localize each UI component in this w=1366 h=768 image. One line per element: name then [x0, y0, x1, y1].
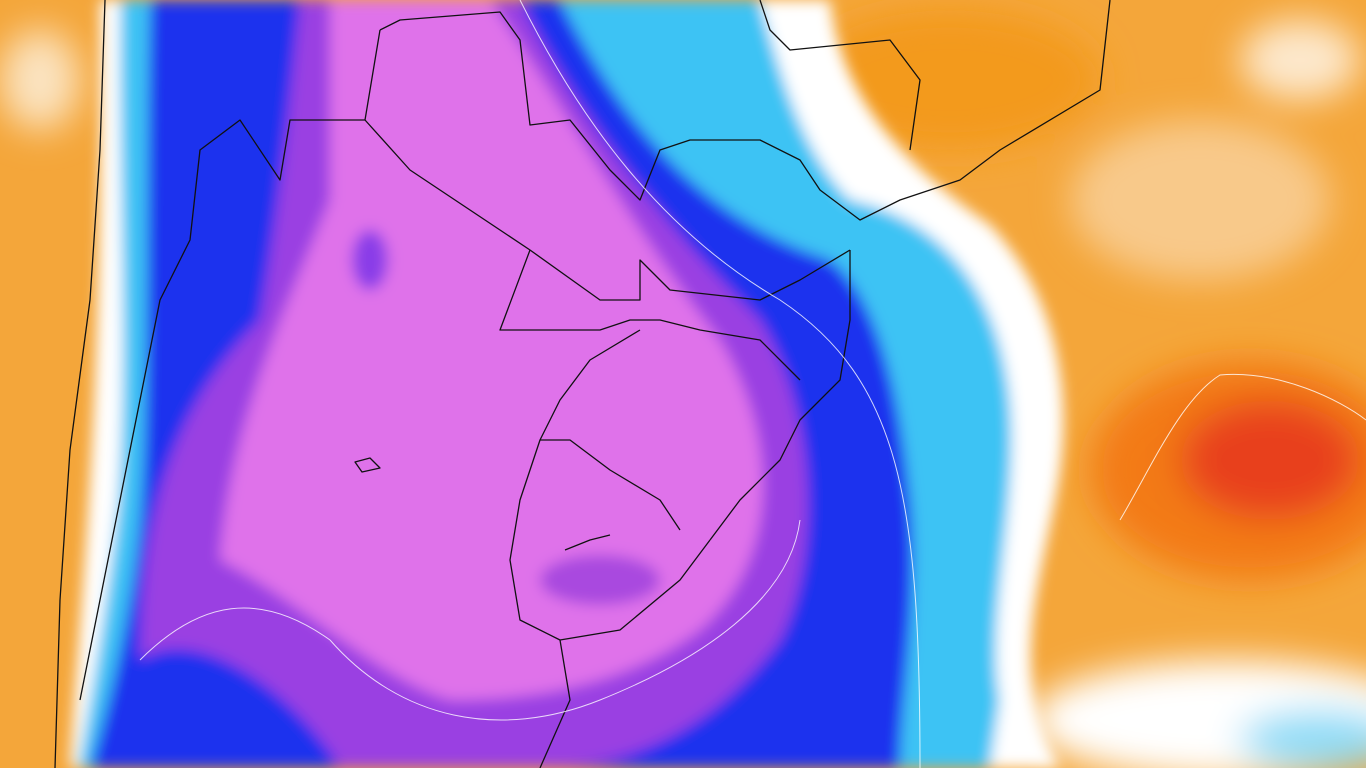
border-line [540, 439, 681, 531]
isotherm [519, 0, 921, 768]
lake [354, 457, 381, 473]
isotherm [139, 519, 801, 721]
coastline [54, 0, 106, 768]
border-line [379, 0, 1111, 221]
border-line [499, 249, 801, 381]
warm-variations [0, 10, 1366, 768]
country-borders [54, 0, 1111, 768]
coastline [709, 250, 851, 541]
border-line [539, 639, 571, 768]
border-line [509, 329, 711, 641]
isotherms [139, 0, 1366, 768]
border-line [759, 0, 921, 151]
isotherm [1119, 373, 1366, 521]
border-line [364, 29, 851, 301]
cold-air-mass [70, 0, 1064, 768]
lake [564, 534, 611, 551]
border-line [79, 119, 365, 701]
